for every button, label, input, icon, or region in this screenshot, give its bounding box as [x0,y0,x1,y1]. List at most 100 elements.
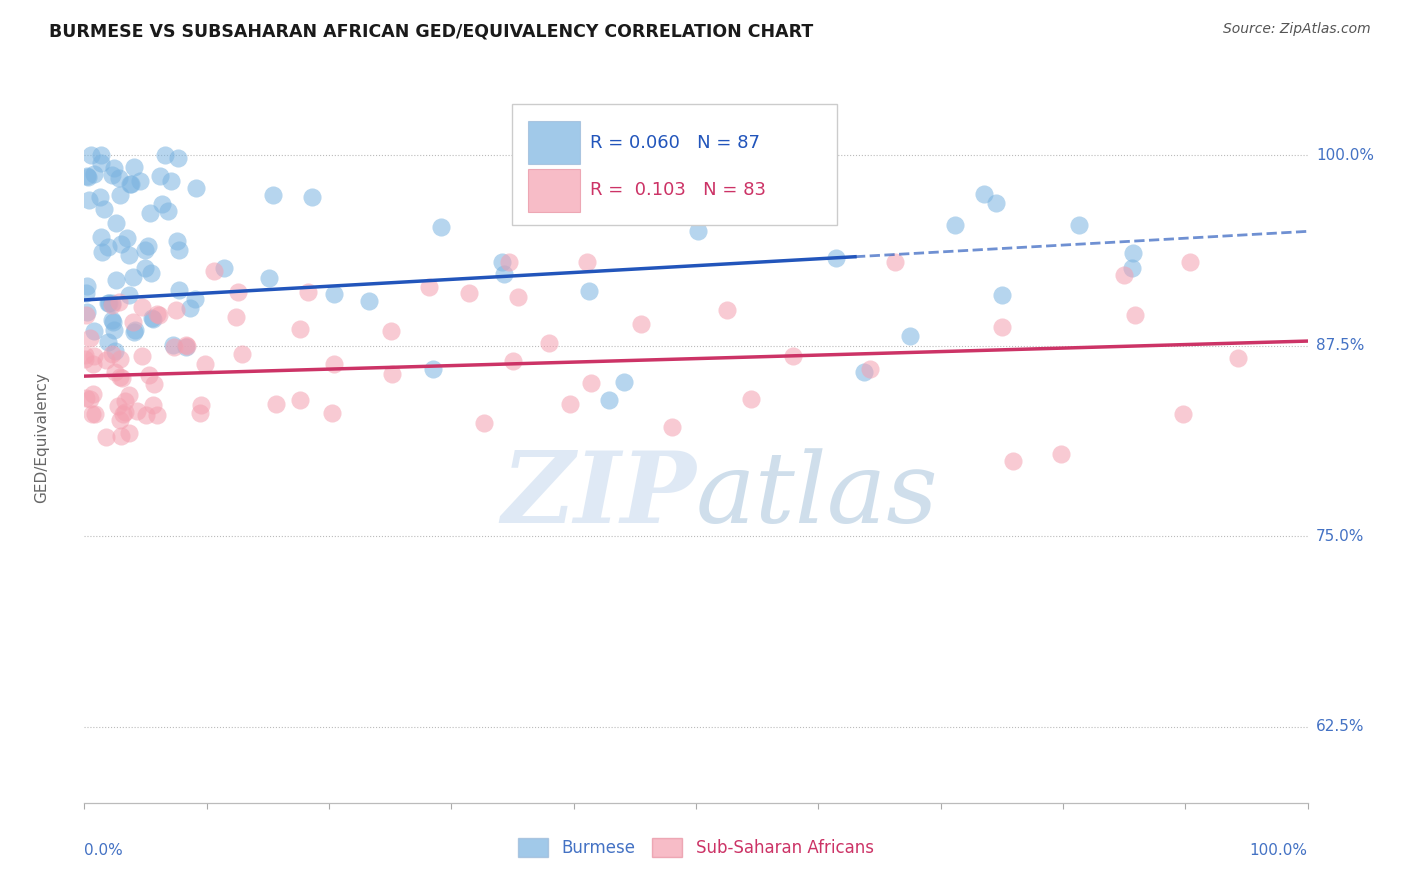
Point [290,322,312,336]
Point [212,261,235,276]
Point [458,285,481,300]
Point [101,347,124,361]
Point [146,306,169,320]
Point [128,174,150,188]
Point [686,224,709,238]
Text: 0.0%: 0.0% [84,843,124,858]
Legend: Burmese, Sub-Saharan Africans: Burmese, Sub-Saharan Africans [512,831,880,864]
Point [101,297,124,311]
Point [661,420,683,434]
Point [118,426,141,441]
Point [163,340,186,354]
Point [77,193,100,207]
Point [138,368,160,382]
Point [104,365,127,379]
Text: ZIP: ZIP [501,448,696,544]
Point [579,376,602,390]
Point [141,310,163,325]
Point [131,349,153,363]
Point [104,344,127,359]
Point [118,287,141,301]
Point [150,197,173,211]
Point [202,264,225,278]
Text: 75.0%: 75.0% [1316,529,1364,543]
Point [169,283,191,297]
Point [93,202,115,217]
FancyBboxPatch shape [529,121,579,164]
Point [859,361,882,376]
Point [576,255,599,269]
Point [973,186,995,201]
Point [1001,454,1024,468]
Point [321,406,343,420]
Point [148,308,170,322]
Point [142,398,165,412]
Point [83,324,105,338]
Point [103,323,125,337]
Point [226,285,249,300]
Point [124,323,146,337]
Point [145,408,167,422]
Point [114,405,136,419]
Point [73,348,96,362]
Point [1114,268,1136,282]
Point [558,397,581,411]
Point [76,278,98,293]
Point [740,392,762,406]
Point [135,408,157,422]
Point [149,169,172,183]
Point [105,216,128,230]
Point [1122,246,1144,260]
Text: 62.5%: 62.5% [1316,719,1364,734]
Point [90,244,112,259]
Point [322,286,344,301]
Point [108,170,131,185]
Point [134,243,156,257]
Point [264,397,287,411]
Point [502,354,524,368]
Point [1121,260,1143,275]
Text: GED/Equivalency: GED/Equivalency [34,372,49,502]
Point [418,280,440,294]
Point [1178,255,1201,269]
Point [184,181,207,195]
Point [167,243,190,257]
Text: 100.0%: 100.0% [1316,148,1374,162]
Point [77,169,100,184]
Point [97,295,120,310]
Point [111,407,134,421]
Point [101,315,124,329]
Text: R = 0.060   N = 87: R = 0.060 N = 87 [589,134,759,152]
Point [380,324,402,338]
Point [990,320,1012,334]
Point [498,255,520,269]
Point [176,339,198,353]
Point [101,313,124,327]
Point [853,365,876,379]
Point [494,267,516,281]
Point [108,188,131,202]
Text: Source: ZipAtlas.com: Source: ZipAtlas.com [1223,22,1371,37]
Point [991,287,1014,301]
Point [97,240,120,254]
Point [262,188,284,202]
Point [598,392,620,407]
Point [259,271,281,285]
Point [118,248,141,262]
Point [97,335,120,350]
Point [301,189,323,203]
Text: R =  0.103   N = 83: R = 0.103 N = 83 [589,181,765,199]
Point [225,310,247,324]
Point [138,238,160,252]
Point [613,375,636,389]
Point [176,338,198,352]
Point [79,331,101,345]
Point [90,229,112,244]
Point [107,294,129,309]
Point [1049,447,1071,461]
Point [160,174,183,188]
Point [716,302,738,317]
Text: atlas: atlas [696,448,939,543]
Point [84,408,107,422]
Point [76,304,98,318]
